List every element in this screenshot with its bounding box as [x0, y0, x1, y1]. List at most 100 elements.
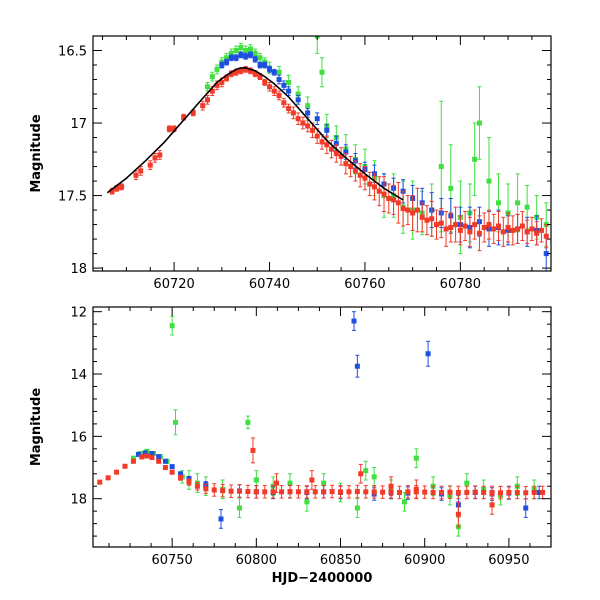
red-point — [396, 489, 402, 495]
green-point — [243, 48, 249, 54]
red-point — [224, 75, 230, 81]
blue-point — [276, 77, 282, 83]
blue-point — [314, 116, 320, 122]
red-point — [312, 489, 318, 495]
red-point — [178, 475, 184, 481]
red-point — [414, 207, 420, 213]
red-point — [236, 488, 242, 494]
red-point — [329, 489, 335, 495]
green-point — [476, 120, 482, 126]
red-point — [233, 69, 239, 75]
blue-point — [135, 451, 141, 457]
y-axis-title: Magnitude — [29, 114, 44, 193]
red-point — [413, 486, 419, 492]
blue-point — [169, 464, 175, 470]
red-point — [262, 489, 268, 495]
plot-area — [106, 36, 549, 271]
blue-point — [162, 458, 168, 464]
red-point — [274, 480, 280, 486]
green-point — [354, 505, 360, 511]
red-point — [333, 151, 339, 156]
green-point — [130, 455, 136, 461]
green-point — [295, 91, 301, 97]
red-point — [381, 191, 387, 197]
red-point — [514, 489, 520, 495]
x-tick-label: 60900 — [404, 553, 445, 568]
red-point — [286, 106, 292, 112]
red-point — [505, 224, 511, 230]
red-point — [203, 486, 209, 492]
green-point — [448, 185, 454, 191]
red-point — [357, 172, 363, 178]
blue-point — [343, 149, 349, 155]
y-tick-label: 18 — [70, 493, 87, 508]
series-red — [109, 65, 549, 252]
red-point — [352, 168, 358, 174]
green-point — [515, 200, 521, 206]
series-green — [130, 315, 537, 537]
x-tick-label: 60720 — [153, 277, 194, 292]
red-point — [443, 226, 449, 232]
red-point — [243, 66, 249, 72]
green-point — [304, 499, 310, 505]
blue-point — [243, 53, 249, 59]
green-point — [247, 46, 253, 52]
red-point — [200, 103, 206, 109]
red-point — [534, 230, 540, 236]
blue-point — [324, 127, 330, 133]
x-tick-label: 60750 — [151, 553, 192, 568]
red-point — [149, 455, 155, 461]
red-point — [295, 116, 301, 122]
red-point — [276, 92, 282, 98]
blue-point — [178, 471, 184, 477]
blue-point — [233, 55, 239, 61]
red-point — [489, 502, 495, 508]
red-point — [457, 227, 463, 233]
y-tick-label: 14 — [70, 368, 87, 383]
red-point — [220, 488, 226, 494]
red-point — [329, 146, 335, 152]
red-point — [496, 223, 502, 229]
red-point — [543, 233, 549, 239]
x-tick-label: 60850 — [320, 553, 361, 568]
blue-point — [228, 55, 234, 61]
red-point — [529, 226, 535, 232]
plot-frame — [92, 35, 552, 272]
red-point — [405, 489, 411, 495]
green-point — [238, 45, 244, 51]
x-axis-title: HJD−2400000 — [272, 571, 373, 586]
blue-point — [286, 88, 292, 94]
y-axis-title: Magnitude — [29, 388, 44, 467]
red-point — [371, 184, 377, 190]
green-point — [214, 66, 220, 72]
red-point — [367, 181, 373, 187]
blue-point — [536, 489, 542, 495]
red-point — [472, 222, 478, 228]
red-point — [481, 224, 487, 230]
y-tick-label: 12 — [70, 306, 87, 321]
blue-point — [262, 62, 268, 68]
red-point — [439, 489, 445, 495]
green-point — [319, 69, 325, 75]
green-point — [472, 156, 478, 162]
red-point — [506, 489, 512, 495]
model-curve — [106, 67, 404, 201]
red-point — [228, 488, 234, 494]
y-tick-label: 17 — [70, 117, 87, 132]
red-point — [455, 489, 461, 495]
red-point — [515, 226, 521, 232]
red-point — [314, 133, 320, 139]
red-point — [166, 126, 172, 132]
x-tick-label: 60780 — [440, 277, 481, 292]
red-point — [472, 489, 478, 495]
blue-point — [354, 363, 360, 369]
red-point — [144, 453, 150, 459]
red-point — [171, 126, 177, 132]
red-point — [448, 224, 454, 230]
red-point — [319, 139, 325, 145]
red-point — [497, 490, 503, 496]
green-point — [486, 178, 492, 184]
green-point — [257, 55, 263, 61]
red-point — [139, 454, 145, 460]
red-point — [380, 489, 386, 495]
